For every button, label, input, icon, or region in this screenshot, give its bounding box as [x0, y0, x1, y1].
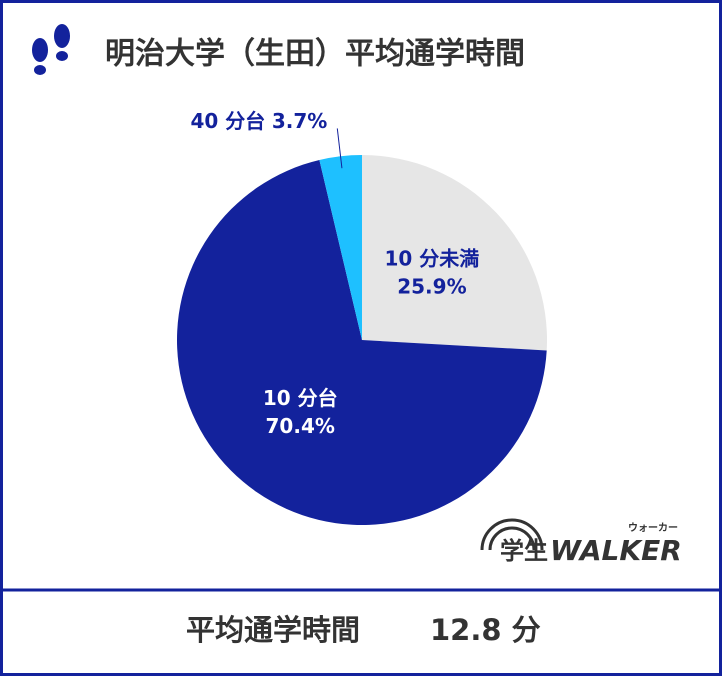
pie: 10 分未満 25.9% 10 分台 70.4% 3.7% 40 分台: [177, 109, 547, 525]
pie-slice: [177, 159, 547, 525]
slice-value-label: 3.7%: [272, 109, 327, 133]
footprints-icon: [32, 24, 70, 75]
logo-brand: WALKER: [550, 534, 682, 567]
slice-value-label: 70.4%: [266, 414, 335, 438]
pie-slice: [362, 155, 547, 351]
slice-label: 10 分台: [263, 386, 338, 410]
leader-line: [336, 128, 343, 169]
slice-label: 10 分未満: [385, 246, 480, 270]
slice-label: 40 分台: [190, 109, 265, 133]
logo-kana: ウォーカー: [628, 522, 678, 534]
footer-value: 12.8 分: [430, 613, 541, 647]
slice-value-label: 25.9%: [397, 274, 466, 298]
pie-slice: [319, 155, 362, 340]
logo-text: 学生: [500, 537, 548, 565]
logo: 学生 WALKER ウォーカー: [480, 518, 700, 582]
chart-title: 明治大学（生田）平均通学時間: [105, 37, 525, 72]
footer-label: 平均通学時間: [186, 613, 360, 647]
